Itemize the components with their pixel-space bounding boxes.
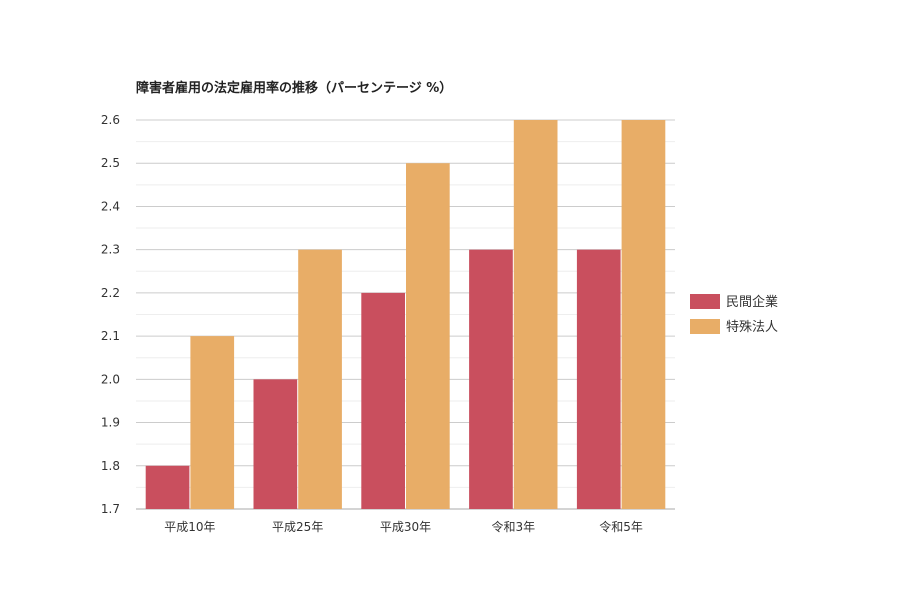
y-tick-label: 2.3	[101, 243, 120, 257]
bar-private-4	[469, 249, 513, 509]
legend-swatch	[690, 294, 720, 309]
legend-label: 特殊法人	[726, 320, 778, 335]
bars	[145, 120, 666, 509]
chart-title: 障害者雇用の法定雇用率の推移（パーセンテージ %）	[136, 80, 452, 96]
bar-special-4	[513, 120, 558, 509]
x-tick-label: 平成30年	[380, 520, 431, 534]
y-tick-label: 1.8	[101, 459, 120, 473]
bar-private-2	[253, 379, 298, 509]
x-tick-label: 平成25年	[272, 520, 323, 534]
y-tick-label: 2.4	[101, 199, 120, 213]
bar-special-1	[190, 336, 235, 509]
bar-special-2	[298, 249, 342, 509]
x-tick-label: 令和5年	[599, 519, 643, 534]
x-axis-ticks: 平成10年 平成25年 平成30年 令和3年 令和5年	[164, 519, 643, 534]
y-tick-label: 2.0	[101, 372, 120, 386]
y-tick-label: 1.7	[101, 502, 120, 516]
y-tick-label: 2.6	[101, 113, 120, 127]
y-tick-label: 2.5	[101, 156, 120, 170]
y-tick-label: 2.2	[101, 286, 120, 300]
y-tick-label: 1.9	[101, 416, 120, 430]
legend-swatch	[690, 319, 720, 334]
bar-special-5	[621, 120, 666, 509]
bar-private-1	[145, 465, 190, 509]
bar-special-3	[406, 163, 450, 509]
x-tick-label: 平成10年	[164, 520, 215, 534]
bar-private-5	[576, 249, 621, 509]
legend-label: 民間企業	[726, 294, 778, 310]
x-tick-label: 令和3年	[491, 519, 535, 534]
bar-private-3	[361, 292, 405, 509]
y-axis-ticks: 1.7 1.8 1.9 2.0 2.1 2.2 2.3 2.4 2.5 2.6	[101, 113, 120, 516]
y-tick-label: 2.1	[101, 329, 120, 343]
